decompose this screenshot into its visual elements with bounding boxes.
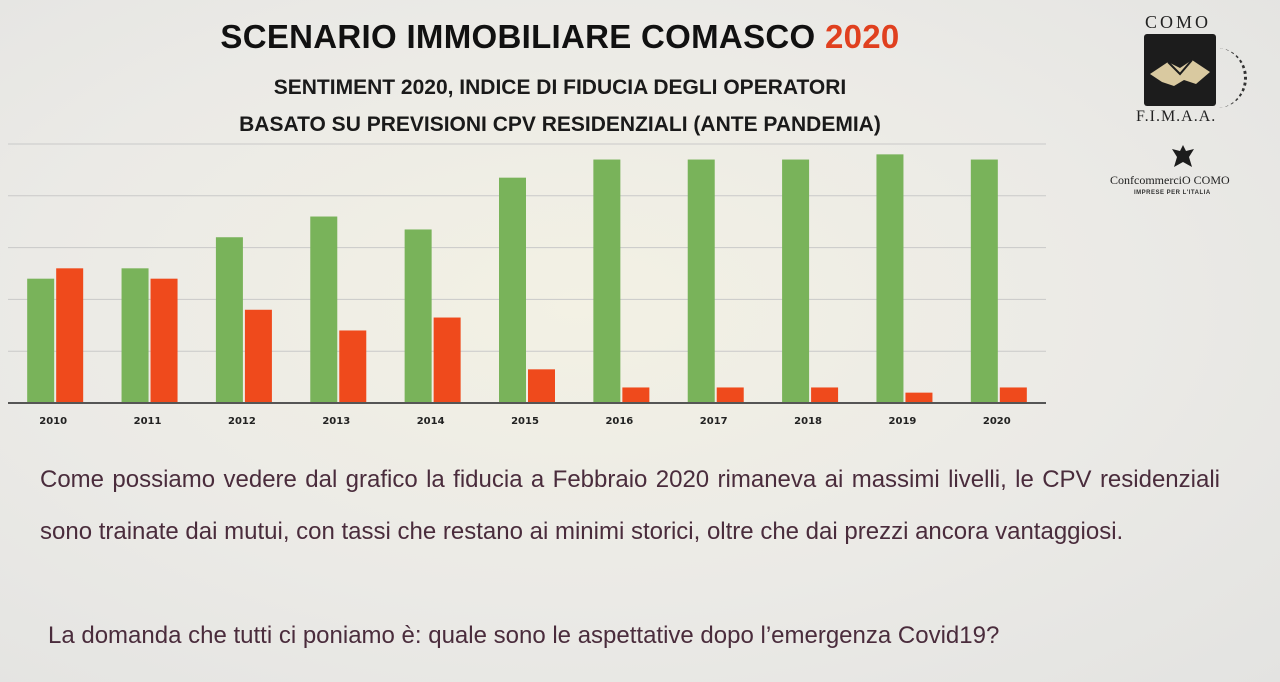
x-tick-label: 2020 — [983, 416, 1011, 427]
bar-red-2019 — [905, 392, 933, 403]
bar-green-2012 — [215, 237, 243, 403]
bar-green-2020 — [970, 159, 998, 403]
bar-red-2010 — [56, 268, 84, 403]
title-year: 2020 — [824, 18, 900, 55]
x-tick-label: 2018 — [794, 416, 822, 427]
bar-green-2018 — [782, 159, 810, 403]
logo-area: COMO F.I.M.A.A. ConfcommerciO COMO IMPRE… — [1100, 8, 1270, 208]
x-tick-label: 2014 — [417, 416, 445, 427]
confcommercio-logo-text: ConfcommerciO COMO — [1110, 173, 1230, 187]
confcommercio-subtext: IMPRESE PER L'ITALIA — [1134, 190, 1211, 196]
dots-decoration-icon — [1196, 48, 1247, 108]
x-tick-label: 2017 — [700, 416, 728, 427]
body-paragraph-2: La domanda che tutti ci poniamo è: quale… — [48, 622, 1000, 649]
x-tick-label: 2012 — [228, 416, 256, 427]
x-tick-label: 2019 — [889, 416, 917, 427]
x-tick-label: 2016 — [605, 416, 633, 427]
x-tick-label: 2010 — [39, 416, 67, 427]
subtitle-2: BASATO SU PREVISIONI CPV RESIDENZIALI (A… — [239, 113, 881, 136]
bar-red-2020 — [999, 387, 1027, 403]
subtitle-1: SENTIMENT 2020, INDICE DI FIDUCIA DEGLI … — [273, 76, 847, 99]
bar-green-2010 — [27, 278, 55, 403]
page-title: SCENARIO IMMOBILIARE COMASCO 2020 — [150, 18, 970, 56]
bar-red-2017 — [716, 387, 744, 403]
bar-red-2015 — [528, 369, 555, 403]
bar-red-2012 — [244, 309, 272, 403]
title-main: SCENARIO IMMOBILIARE COMASCO — [220, 18, 816, 55]
bar-green-2017 — [687, 159, 715, 403]
bar-green-2015 — [499, 177, 526, 403]
como-logo-text: COMO — [1145, 12, 1212, 32]
eagle-icon — [1170, 143, 1196, 176]
bar-chart: 2010 2011 2012 2013 2014 2015 2016 2017 2018 2019… — [8, 143, 1046, 427]
bar-green-2019 — [876, 154, 904, 403]
bar-red-2016 — [622, 387, 650, 403]
bar-green-2013 — [310, 216, 338, 403]
bar-red-2018 — [811, 387, 839, 403]
bar-green-2016 — [593, 159, 621, 403]
x-tick-label: 2011 — [134, 416, 162, 427]
x-tick-label: 2013 — [322, 416, 350, 427]
bar-red-2014 — [433, 317, 461, 403]
x-tick-label: 2015 — [511, 416, 539, 427]
bar-green-2011 — [121, 268, 149, 403]
fimaa-logo-text: F.I.M.A.A. — [1136, 108, 1217, 125]
bar-red-2013 — [339, 330, 367, 403]
bar-green-2014 — [404, 229, 432, 403]
bar-red-2011 — [150, 278, 178, 403]
body-paragraph-1: Come possiamo vedere dal grafico la fidu… — [40, 466, 1220, 545]
